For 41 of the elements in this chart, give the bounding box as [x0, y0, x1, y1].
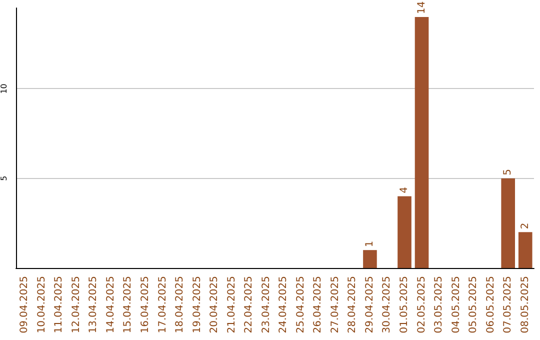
- data-label: 4: [399, 186, 410, 194]
- x-tick-label: 11.04.2025: [54, 276, 65, 334]
- x-tick-label: 21.04.2025: [226, 276, 238, 334]
- x-tick-label: 07.05.2025: [502, 276, 514, 334]
- x-tick-label: 16.04.2025: [140, 276, 151, 334]
- x-tick-label: 14.04.2025: [105, 276, 116, 334]
- data-label: 14: [416, 1, 428, 14]
- x-tick-label: 13.04.2025: [88, 276, 100, 334]
- x-tick-label: 08.05.2025: [520, 276, 531, 334]
- x-tick-label: 26.04.2025: [312, 276, 324, 334]
- x-tick-label: 02.05.2025: [416, 276, 428, 334]
- bar: [363, 250, 377, 268]
- x-tick-label: 25.04.2025: [295, 276, 306, 334]
- x-tick-label: 01.05.2025: [399, 276, 410, 334]
- x-tick-label: 09.04.2025: [19, 276, 30, 334]
- x-tick-label: 27.04.2025: [330, 276, 341, 334]
- x-tick-label: 29.04.2025: [364, 276, 376, 334]
- x-tick-label: 20.04.2025: [209, 276, 220, 334]
- x-tick-label: 19.04.2025: [192, 276, 203, 334]
- x-tick-label: 04.05.2025: [450, 276, 462, 334]
- x-tick-label: 30.04.2025: [382, 276, 393, 334]
- x-tick-label: 24.04.2025: [278, 276, 290, 334]
- data-label: 2: [520, 222, 531, 230]
- data-label: 1: [364, 240, 376, 248]
- x-tick-label: 18.04.2025: [174, 276, 186, 334]
- bar: [518, 232, 532, 268]
- x-tick-label: 22.04.2025: [244, 276, 255, 334]
- x-tick-label: 28.04.2025: [347, 276, 358, 334]
- x-tick-label: 06.05.2025: [485, 276, 496, 334]
- x-tick-label: 05.05.2025: [468, 276, 480, 334]
- x-tick-label: 17.04.2025: [157, 276, 168, 334]
- x-tick-label: 12.04.2025: [70, 276, 82, 334]
- bar: [414, 16, 429, 268]
- x-tick-label: 03.05.2025: [434, 276, 445, 334]
- x-tick-label: 15.04.2025: [122, 276, 134, 334]
- bar: [501, 178, 516, 268]
- y-tick-label: 10: [0, 84, 8, 94]
- bar: [398, 196, 412, 268]
- x-tick-label: 23.04.2025: [260, 276, 272, 334]
- x-tick-label: 10.04.2025: [36, 276, 48, 334]
- data-label: 5: [502, 168, 514, 176]
